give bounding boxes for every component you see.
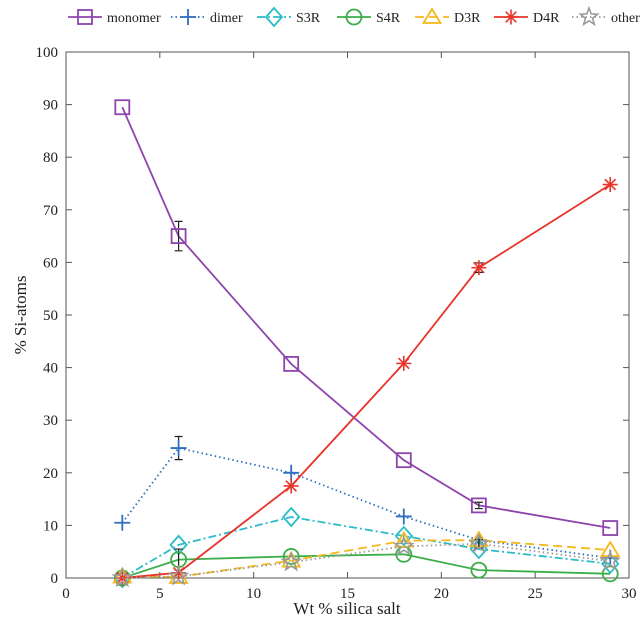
data-point-s4r	[282, 548, 300, 565]
y-tick-label: 50	[43, 308, 58, 324]
data-point-other	[599, 549, 621, 571]
y-tick-label: 0	[51, 571, 59, 587]
axis-ticks: 0 5 10 15 20 25 30 0 10 20 30 40 50 60 70 80 90 100	[36, 45, 637, 602]
y-tick-label: 90	[43, 98, 58, 114]
series-s4r	[113, 545, 619, 587]
legend-item-other: other	[572, 5, 640, 27]
legend-marker	[503, 9, 519, 25]
series-line-d3r	[122, 539, 611, 578]
x-tick-label: 10	[246, 586, 261, 602]
x-tick-label: 5	[156, 586, 164, 602]
legend-label: S3R	[296, 11, 321, 26]
legend-marker	[77, 9, 93, 25]
data-point-other	[111, 566, 134, 588]
data-point-d4r	[471, 260, 487, 276]
data-point-s4r	[470, 561, 488, 579]
y-axis-label: % Si-atoms	[11, 276, 30, 355]
series-line-s4r	[122, 553, 611, 579]
x-tick-label: 15	[340, 586, 355, 602]
y-tick-label: 30	[43, 413, 58, 429]
y-tick-label: 100	[36, 45, 59, 61]
x-tick-label: 30	[622, 586, 637, 602]
data-point-dimer	[114, 514, 131, 531]
data-point-monomer	[170, 228, 187, 245]
legend-item-dimer: dimer	[171, 9, 243, 26]
data-point-s3r	[394, 525, 414, 547]
legend-marker	[180, 9, 196, 25]
legend-marker	[345, 8, 363, 26]
legend: monomer dimer S3R S4R D3R D4R other	[68, 5, 640, 28]
legend-label: other	[611, 11, 640, 26]
data-point-d4r	[602, 177, 618, 193]
legend-label: D3R	[454, 11, 481, 26]
x-tick-label: 25	[528, 586, 543, 602]
y-tick-label: 10	[43, 518, 58, 534]
legend-marker	[264, 6, 284, 28]
data-point-dimer	[283, 464, 300, 481]
series-other	[111, 532, 621, 588]
series-line-dimer	[121, 447, 611, 559]
y-tick-label: 70	[43, 203, 58, 219]
error-bar-monomer	[174, 220, 183, 252]
data-point-dimer	[395, 508, 412, 525]
legend-item-d4r: D4R	[494, 9, 560, 26]
legend-label: D4R	[533, 11, 560, 26]
y-tick-label: 60	[43, 255, 58, 271]
legend-item-s4r: S4R	[337, 8, 401, 26]
data-point-s4r	[601, 565, 619, 583]
data-point-monomer	[470, 497, 487, 514]
legend-label: dimer	[210, 11, 243, 26]
x-tick-label: 20	[434, 586, 449, 602]
y-tick-label: 20	[43, 466, 58, 482]
series-line-other	[122, 542, 611, 579]
legend-label: monomer	[107, 11, 161, 26]
error-bar-monomer	[474, 501, 483, 510]
legend-item-s3r: S3R	[257, 6, 321, 28]
series-line-d4r	[122, 183, 611, 579]
data-point-monomer	[114, 99, 131, 116]
data-point-d3r	[393, 530, 414, 548]
data-point-other	[280, 550, 302, 572]
series-line-s3r	[121, 516, 611, 579]
data-point-other	[393, 535, 415, 556]
data-point-d4r	[171, 565, 187, 581]
series-d4r	[114, 177, 618, 586]
series-layer	[111, 99, 621, 589]
data-point-other	[468, 532, 490, 553]
x-tick-label: 0	[62, 586, 70, 602]
legend-label: S4R	[376, 11, 401, 26]
data-point-other	[167, 565, 190, 586]
data-point-s3r	[281, 506, 301, 528]
series-monomer	[114, 99, 619, 536]
plot-frame	[65, 51, 630, 579]
data-point-d4r	[283, 478, 299, 494]
y-tick-label: 80	[43, 150, 58, 166]
series-line-monomer	[121, 106, 611, 529]
legend-item-d3r: D3R	[415, 7, 481, 26]
x-axis-label: Wt % silica salt	[293, 599, 400, 618]
legend-marker	[578, 5, 600, 27]
legend-marker	[421, 7, 443, 24]
data-point-monomer	[283, 356, 300, 372]
data-point-dimer	[170, 440, 187, 457]
y-tick-label: 40	[43, 361, 58, 377]
data-point-monomer	[395, 452, 412, 469]
series-d3r	[112, 530, 621, 584]
data-point-monomer	[602, 520, 619, 536]
data-point-d4r	[396, 355, 412, 371]
data-point-d3r	[600, 540, 621, 558]
legend-item-monomer: monomer	[68, 9, 161, 26]
